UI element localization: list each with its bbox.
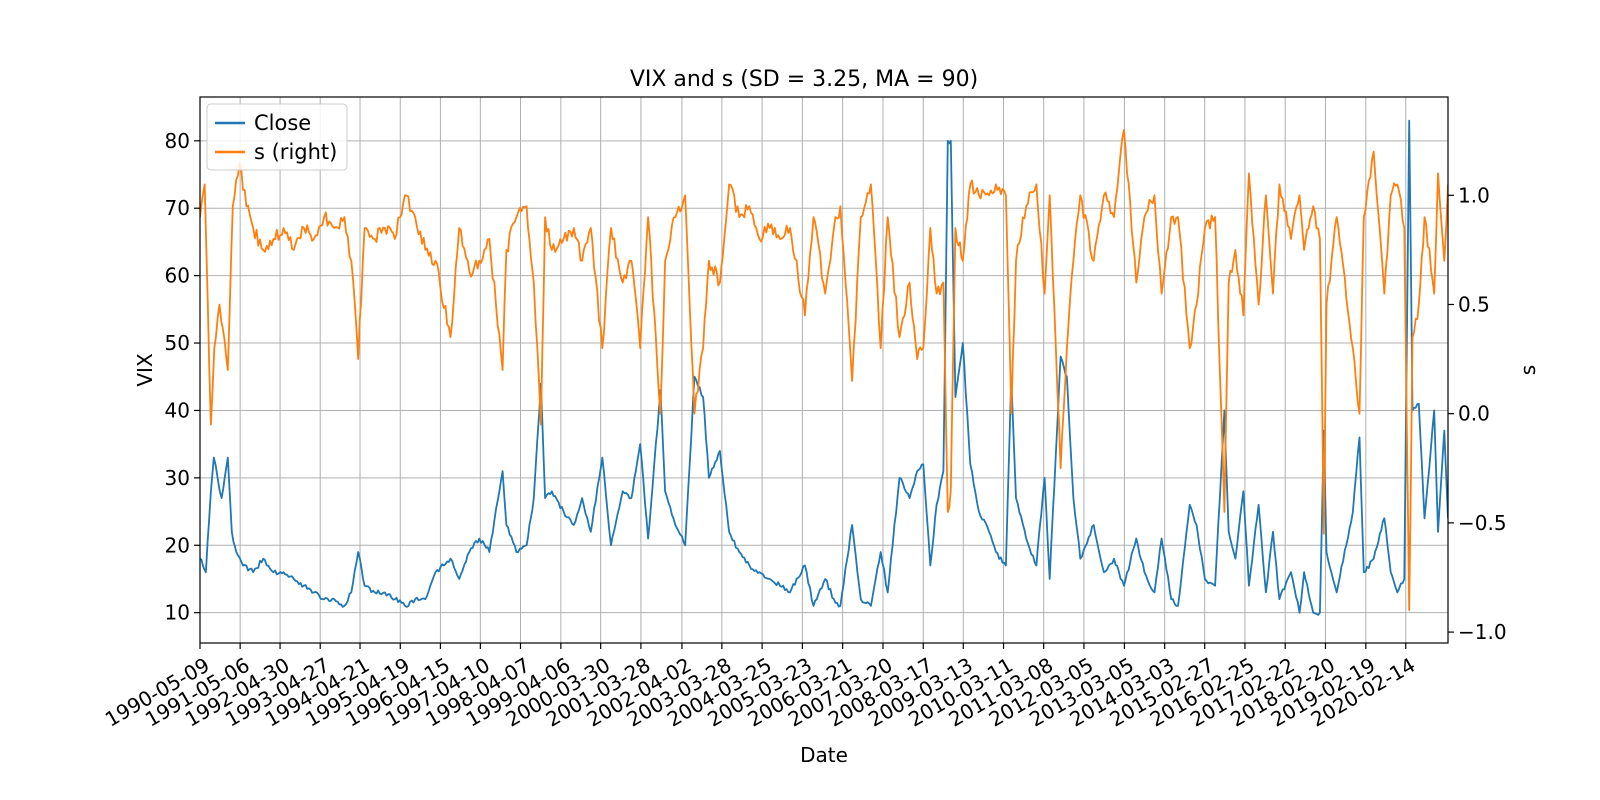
y-axis-right: −1.0 −0.5 0.0 0.5 1.0 [1448,183,1507,644]
legend-box [206,103,348,171]
series-line-s [200,128,1448,612]
y-axis-title: VIX [133,353,157,387]
y-tick-label-right: −0.5 [1458,511,1507,535]
x-axis-title: Date [800,743,848,767]
y-tick-label-left: 30 [165,466,190,490]
series-close [200,119,1448,616]
y-tick-label-right: 0.5 [1458,292,1490,316]
grid [199,97,1448,643]
y-tick-label-left: 70 [165,196,190,220]
y-tick-label-left: 80 [165,129,190,153]
series-line-close [200,119,1448,616]
y-axis-title-right: s [1516,365,1540,375]
y-tick-label-right: 0.0 [1458,402,1490,426]
y-tick-label-left: 20 [165,533,190,557]
legend-label-close: Close [254,111,311,135]
y-axis-left: 10 20 30 40 50 60 70 80 [165,129,200,625]
y-tick-label-right: 1.0 [1458,183,1490,207]
y-tick-label-right: −1.0 [1458,620,1507,644]
series-s [200,128,1448,612]
y-tick-label-left: 60 [165,264,190,288]
y-tick-label-left: 10 [165,601,190,625]
legend: Close s (right) [206,103,348,171]
y-tick-label-left: 40 [165,398,190,422]
legend-label-s: s (right) [254,140,337,164]
plot-frame [199,96,1449,644]
chart-title: VIX and s (SD = 3.25, MA = 90) [630,67,978,92]
x-axis: 1990-05-091991-05-061992-04-301993-04-27… [101,643,1419,732]
y-tick-label-left: 50 [165,331,190,355]
